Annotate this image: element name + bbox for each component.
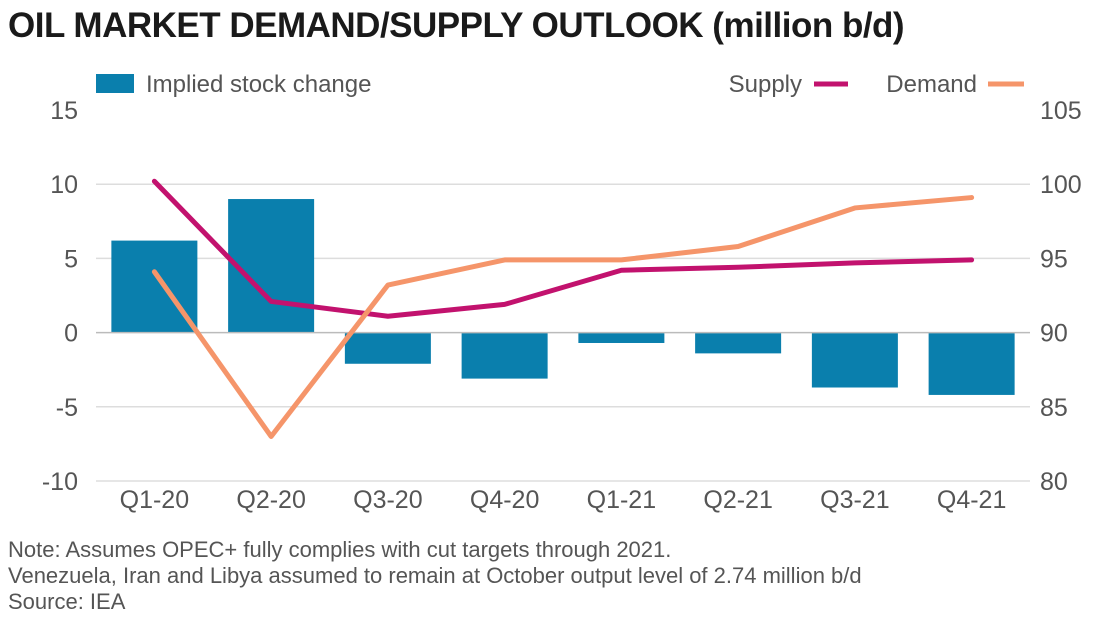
stock-change-bar [228,199,315,333]
left-tick-label: -10 [42,468,78,496]
x-tick-label: Q2-20 [236,486,305,514]
stock-change-bar [811,332,898,388]
left-tick-label: 15 [50,97,78,125]
x-tick-label: Q3-20 [353,486,422,514]
x-axis-labels: Q1-20 Q2-20 Q3-20 Q4-20 Q1-21 Q2-21 Q3-21 Q4-21 [120,486,1007,514]
legend-supply-label: Supply [729,71,802,98]
x-tick-label: Q4-21 [937,486,1006,514]
stock-change-bar [344,332,431,364]
left-tick-label: 5 [64,245,78,273]
stock-change-bars [111,199,1015,395]
left-axis-ticks: 15 10 5 0 -5 -10 [42,97,78,496]
source-line: Source: IEA [8,589,126,614]
legend-bar-swatch [96,74,134,93]
right-axis-ticks: 105 100 95 90 85 80 [1040,97,1082,496]
stock-change-bar [578,332,665,343]
legend-bar-label: Implied stock change [146,71,371,98]
right-tick-label: 80 [1040,468,1068,496]
footnotes: Note: Assumes OPEC+ fully complies with … [8,537,862,615]
right-tick-label: 100 [1040,171,1082,199]
stock-change-bar [111,240,198,333]
x-tick-label: Q2-21 [703,486,772,514]
series-lines [151,178,975,439]
demand-line [151,195,975,439]
x-tick-label: Q1-21 [587,486,656,514]
stock-change-bar [928,332,1015,395]
right-tick-label: 95 [1040,245,1068,273]
note-line: Note: Assumes OPEC+ fully complies with … [8,537,672,562]
legend: Implied stock change Supply Demand [96,71,1024,98]
x-tick-label: Q4-20 [470,486,539,514]
left-tick-label: 10 [50,171,78,199]
chart-title: OIL MARKET DEMAND/SUPPLY OUTLOOK (millio… [8,6,905,45]
x-tick-label: Q3-21 [820,486,889,514]
stock-change-bar [695,332,782,354]
right-tick-label: 105 [1040,97,1082,125]
right-tick-label: 85 [1040,394,1068,422]
left-tick-label: 0 [64,320,78,348]
stock-change-bar [461,332,548,379]
left-tick-label: -5 [56,394,78,422]
supply-line [151,178,975,319]
note-line: Venezuela, Iran and Libya assumed to rem… [8,563,862,588]
x-tick-label: Q1-20 [120,486,189,514]
right-tick-label: 90 [1040,320,1068,348]
legend-demand-label: Demand [886,71,977,98]
